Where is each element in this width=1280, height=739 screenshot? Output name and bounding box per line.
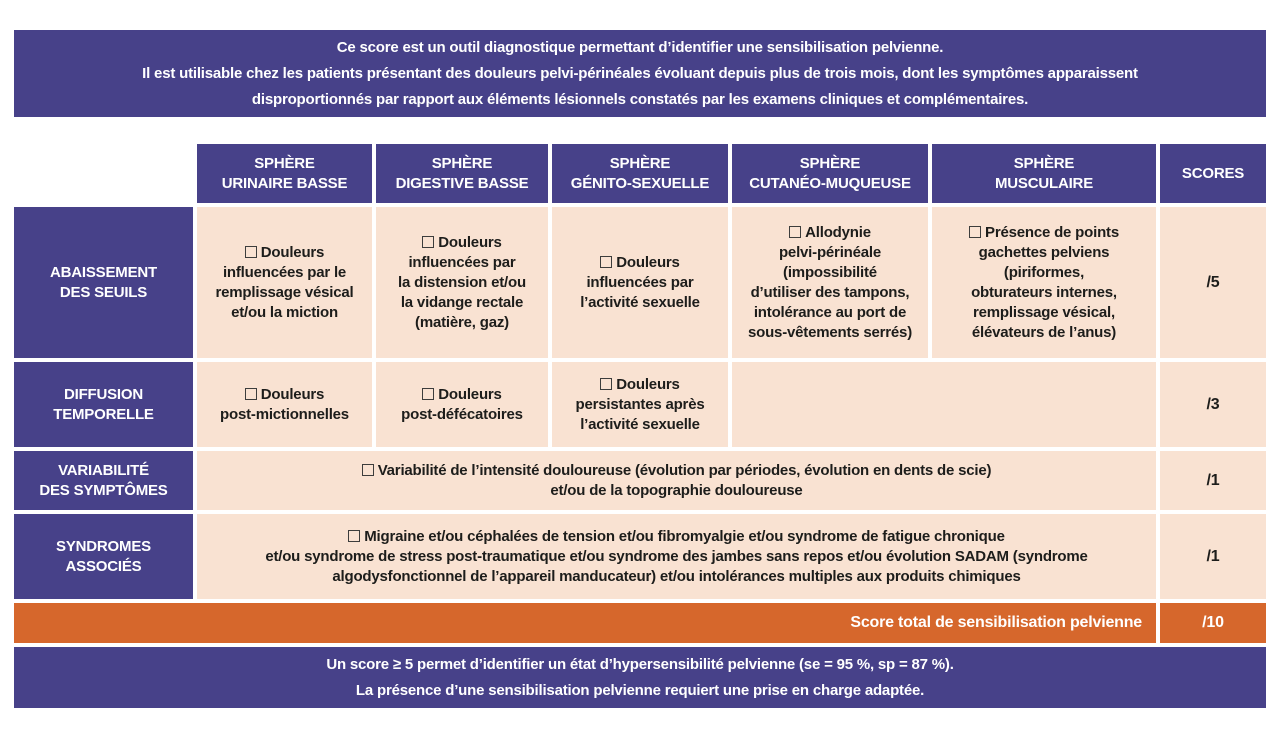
row-label-syndromes-associes: SYNDROMES ASSOCIÉS (14, 514, 193, 599)
cell-abaissement-musculaire: Présence de points gachettes pelviens (p… (932, 207, 1156, 358)
total-label-text: Score total de sensibilisation pelvienne (850, 614, 1142, 631)
checkbox-icon[interactable] (244, 387, 257, 400)
column-header-sphere-digestive-basse: SPHÈRE DIGESTIVE BASSE (376, 144, 548, 203)
score-table: SPHÈRE URINAIRE BASSE SPHÈRE DIGESTIVE B… (14, 144, 1266, 643)
column-header-label: SPHÈRE DIGESTIVE BASSE (395, 154, 529, 192)
checkbox-icon[interactable] (244, 245, 257, 258)
row-label-text: SYNDROMES ASSOCIÉS (56, 537, 151, 575)
cell-abaissement-cutaneo-muqueuse: Allodynie pelvi-périnéale (impossibilité… (732, 207, 928, 358)
column-header-label: SPHÈRE MUSCULAIRE (995, 154, 1093, 192)
cell-variabilite-merged: Variabilité de l’intensité douloureuse (… (197, 451, 1156, 510)
cell-text: Douleurs post-mictionnelles (220, 385, 349, 423)
checkbox-icon[interactable] (361, 463, 374, 476)
score-value: /3 (1206, 395, 1220, 413)
cell-syndromes-merged: Migraine et/ou céphalées de tension et/o… (197, 514, 1156, 599)
row-label-text: DIFFUSION TEMPORELLE (53, 385, 154, 423)
column-header-sphere-genito-sexuelle: SPHÈRE GÉNITO-SEXUELLE (552, 144, 728, 203)
checkbox-icon[interactable] (789, 225, 802, 238)
cell-text: Douleurs influencées par la distension e… (398, 233, 526, 331)
total-score-cell: /10 (1160, 603, 1266, 643)
column-header-scores: SCORES (1160, 144, 1266, 203)
cell-text: Variabilité de l’intensité douloureuse (… (377, 461, 992, 499)
score-value: /1 (1206, 547, 1220, 565)
cell-text: Présence de points gachettes pelviens (p… (971, 223, 1119, 341)
cell-diffusion-digestive: Douleurs post-défécatoires (376, 362, 548, 447)
row-label-abaissement-des-seuils: ABAISSEMENT DES SEUILS (14, 207, 193, 358)
cell-abaissement-urinaire: Douleurs influencées par le remplissage … (197, 207, 372, 358)
column-header-sphere-cutaneo-muqueuse: SPHÈRE CUTANÉO-MUQUEUSE (732, 144, 928, 203)
column-header-sphere-musculaire: SPHÈRE MUSCULAIRE (932, 144, 1156, 203)
row-label-text: ABAISSEMENT DES SEUILS (50, 263, 157, 301)
checkbox-icon[interactable] (422, 235, 435, 248)
checkbox-icon[interactable] (600, 255, 613, 268)
column-header-label: SPHÈRE URINAIRE BASSE (221, 154, 348, 192)
checkbox-icon[interactable] (348, 529, 361, 542)
cell-abaissement-genito-sexuelle: Douleurs influencées par l’activité sexu… (552, 207, 728, 358)
row-label-diffusion-temporelle: DIFFUSION TEMPORELLE (14, 362, 193, 447)
cell-abaissement-digestive: Douleurs influencées par la distension e… (376, 207, 548, 358)
score-cell-diffusion: /3 (1160, 362, 1266, 447)
total-row-label: Score total de sensibilisation pelvienne (14, 603, 1156, 643)
top-banner-text: Ce score est un outil diagnostique perme… (142, 38, 1138, 108)
cell-diffusion-urinaire: Douleurs post-mictionnelles (197, 362, 372, 447)
cell-text: Douleurs persistantes après l’activité s… (575, 375, 705, 433)
page: Ce score est un outil diagnostique perme… (14, 30, 1266, 708)
checkbox-icon[interactable] (600, 377, 613, 390)
cell-text: Migraine et/ou céphalées de tension et/o… (265, 527, 1088, 585)
bottom-banner-text: Un score ≥ 5 permet d’identifier un état… (326, 655, 954, 699)
column-header-label: SCORES (1181, 164, 1245, 182)
checkbox-icon[interactable] (969, 225, 982, 238)
column-header-sphere-urinaire-basse: SPHÈRE URINAIRE BASSE (197, 144, 372, 203)
checkbox-icon[interactable] (422, 387, 435, 400)
cell-diffusion-empty (732, 362, 1156, 447)
score-value: /5 (1206, 273, 1220, 291)
row-label-variabilite-des-symptomes: VARIABILITÉ DES SYMPTÔMES (14, 451, 193, 510)
column-header-label: SPHÈRE GÉNITO-SEXUELLE (570, 154, 710, 192)
score-cell-variabilite: /1 (1160, 451, 1266, 510)
cell-text: Douleurs influencées par l’activité sexu… (580, 253, 700, 311)
cell-text: Douleurs influencées par le remplissage … (215, 243, 354, 321)
column-header-label: SPHÈRE CUTANÉO-MUQUEUSE (749, 154, 911, 192)
score-cell-syndromes: /1 (1160, 514, 1266, 599)
total-score-value: /10 (1202, 614, 1224, 631)
score-value: /1 (1206, 471, 1220, 489)
row-label-text: VARIABILITÉ DES SYMPTÔMES (39, 461, 168, 499)
cell-text: Allodynie pelvi-périnéale (impossibilité… (747, 223, 912, 341)
top-banner: Ce score est un outil diagnostique perme… (14, 30, 1266, 117)
score-cell-abaissement: /5 (1160, 207, 1266, 358)
bottom-banner: Un score ≥ 5 permet d’identifier un état… (14, 647, 1266, 708)
cell-text: Douleurs post-défécatoires (401, 385, 523, 423)
header-corner (14, 144, 193, 203)
cell-diffusion-genito-sexuelle: Douleurs persistantes après l’activité s… (552, 362, 728, 447)
